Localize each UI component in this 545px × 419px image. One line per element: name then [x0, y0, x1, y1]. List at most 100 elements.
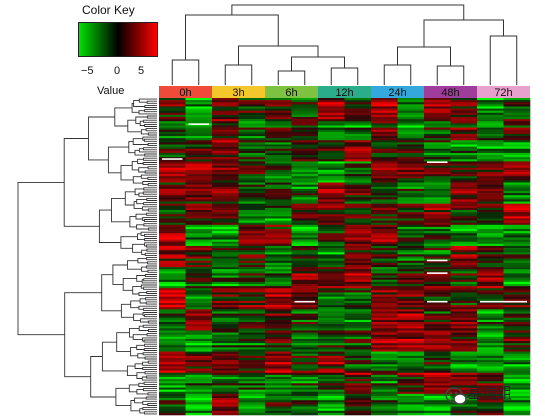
heatmap-cell	[371, 326, 398, 329]
heatmap-cell	[291, 395, 319, 399]
row-dendrogram-branch	[101, 274, 122, 312]
heatmap-cell	[291, 117, 319, 120]
heatmap-cell	[265, 239, 292, 242]
row-dendrogram-branch	[127, 119, 142, 133]
heatmap-cell	[477, 188, 504, 192]
heatmap-cell	[397, 243, 425, 247]
heatmap-cell	[503, 231, 531, 234]
heatmap-cell	[477, 349, 504, 352]
heatmap-cell	[265, 98, 292, 101]
heatmap-cell	[371, 203, 398, 207]
heatmap-cell	[238, 203, 266, 207]
heatmap-cell	[238, 260, 266, 264]
heatmap-cell	[212, 256, 239, 259]
heatmap-cell	[238, 324, 266, 327]
heatmap-cell	[371, 368, 398, 371]
heatmap-cell	[291, 404, 319, 407]
heatmap-cell	[265, 381, 292, 384]
heatmap-cell	[371, 155, 398, 158]
heatmap-cell	[212, 277, 239, 281]
heatmap-cell	[424, 148, 451, 152]
row-dendrogram-branch	[122, 277, 137, 291]
heatmap-cell	[159, 180, 186, 183]
row-dendrogram-branch	[142, 136, 157, 141]
heatmap-cell	[265, 148, 292, 152]
heatmap-cell	[291, 207, 319, 211]
heatmap-cell	[397, 214, 425, 217]
heatmap-cell	[159, 290, 186, 293]
heatmap-cell	[397, 163, 425, 166]
row-dendrogram-branch	[138, 192, 157, 197]
heatmap-cell	[265, 254, 292, 257]
heatmap-cell	[371, 216, 398, 219]
heatmap-cell	[159, 142, 186, 145]
heatmap-cell	[371, 195, 398, 198]
heatmap-cell	[344, 410, 372, 414]
heatmap-cell	[397, 142, 425, 145]
heatmap-cell	[318, 184, 345, 188]
heatmap-cell	[238, 366, 266, 369]
heatmap-cell	[265, 281, 292, 285]
heatmap-cell	[265, 288, 292, 291]
heatmap-cell	[344, 273, 372, 276]
heatmap-cell	[503, 169, 531, 173]
heatmap-cell	[397, 385, 425, 388]
heatmap-cell	[344, 163, 372, 166]
heatmap-cell	[424, 279, 451, 283]
heatmap-cell	[424, 283, 451, 287]
heatmap-cell	[344, 136, 372, 139]
heatmap-cell	[503, 294, 531, 297]
heatmap-cell	[450, 235, 478, 238]
heatmap-cell	[371, 408, 398, 412]
heatmap-cell	[318, 387, 345, 390]
heatmap-cell	[371, 275, 398, 278]
heatmap-cell	[265, 376, 292, 380]
heatmap-cell	[424, 387, 451, 390]
heatmap-cell	[318, 317, 345, 321]
heatmap-cell	[477, 184, 504, 188]
heatmap-cell	[450, 311, 478, 314]
heatmap-cell	[450, 144, 478, 147]
heatmap-cell	[265, 184, 292, 188]
heatmap-cell	[185, 288, 213, 291]
heatmap-cell	[344, 174, 372, 177]
heatmap-cell	[424, 216, 451, 219]
heatmap-cell	[424, 229, 451, 232]
heatmap-cell	[291, 178, 319, 181]
heatmap-cell	[450, 302, 478, 306]
heatmap-cell	[450, 178, 478, 181]
heatmap-cell	[424, 292, 451, 295]
heatmap-cell	[238, 195, 266, 198]
heatmap-cell	[238, 129, 266, 133]
heatmap-cell	[212, 104, 239, 107]
heatmap-cell	[212, 412, 239, 416]
heatmap-cell	[212, 171, 239, 175]
heatmap-cell	[371, 283, 398, 287]
heatmap-cell	[424, 222, 451, 226]
heatmap-cell	[238, 385, 266, 388]
heatmap-cell	[265, 366, 292, 369]
heatmap-cell	[212, 169, 239, 173]
heatmap-cell	[503, 167, 531, 171]
heatmap-cell	[503, 351, 531, 355]
heatmap-cell	[291, 408, 319, 412]
heatmap-cell	[265, 138, 292, 141]
heatmap-cell	[159, 309, 186, 312]
heatmap-cell	[212, 210, 239, 213]
heatmap-cell	[159, 218, 186, 221]
heatmap-cell	[503, 315, 531, 319]
row-dendrogram-branch	[120, 303, 134, 318]
heatmap-cell	[503, 400, 531, 403]
heatmap-cell	[450, 364, 478, 367]
heatmap-cell	[291, 174, 319, 177]
heatmap-cell	[238, 355, 266, 359]
heatmap-cell	[450, 140, 478, 143]
heatmap-cell	[291, 243, 319, 247]
heatmap-cell	[344, 328, 372, 331]
heatmap-cell	[265, 195, 292, 198]
heatmap-cell	[238, 376, 266, 380]
heatmap-cell	[503, 376, 531, 380]
heatmap-cell	[265, 353, 292, 357]
heatmap-cell	[265, 248, 292, 251]
heatmap-cell	[344, 220, 372, 223]
